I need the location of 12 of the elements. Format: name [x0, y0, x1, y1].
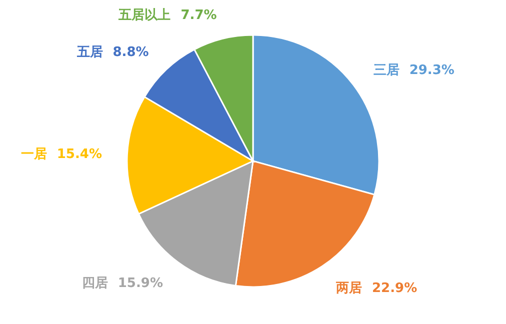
- data-label: 29.3%: [409, 63, 454, 78]
- data-label: 7.7%: [180, 8, 217, 23]
- slice-label: 三居: [373, 63, 400, 78]
- slice-label: 一居: [20, 146, 47, 162]
- data-label: 15.4%: [56, 146, 102, 162]
- data-label: 8.8%: [112, 44, 149, 60]
- data-label: 15.9%: [118, 276, 163, 292]
- slice-label: 两居: [335, 280, 362, 296]
- slice-label: 五居: [76, 44, 103, 60]
- slice-label: 四居: [82, 276, 108, 292]
- data-label: 22.9%: [372, 280, 418, 296]
- slice-label: 五居以上: [118, 8, 171, 23]
